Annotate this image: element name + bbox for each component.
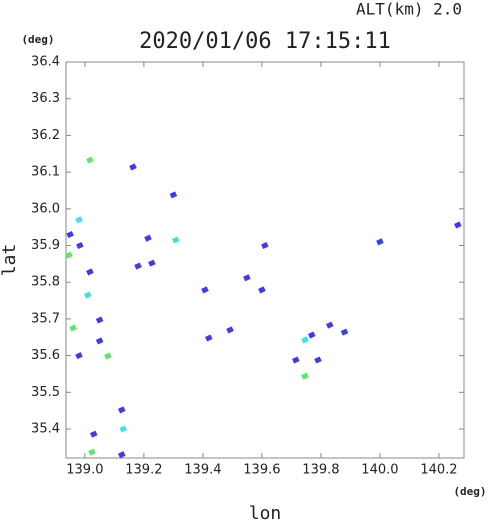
x-axis-label: lon xyxy=(249,503,282,521)
plot-frame xyxy=(65,61,465,459)
chart-subtitle: ALT(km) 2.0 xyxy=(356,0,462,19)
echo-cell xyxy=(134,262,142,270)
y-tick-label: 35.5 xyxy=(31,385,60,400)
chart-title: 2020/01/06 17:15:11 xyxy=(139,29,391,54)
y-tick-label: 35.9 xyxy=(31,238,60,253)
echo-cell xyxy=(314,356,322,364)
echo-cell xyxy=(66,230,74,239)
echo-cell xyxy=(89,430,98,438)
echo-cell xyxy=(148,259,156,267)
echo-cell xyxy=(95,316,104,324)
y-tick-label: 36.3 xyxy=(31,91,60,106)
echo-cell xyxy=(95,337,104,345)
echo-cell xyxy=(88,448,96,456)
echo-cell xyxy=(301,372,309,380)
echo-cell xyxy=(258,286,266,294)
echo-cell xyxy=(86,268,94,276)
echo-cell xyxy=(292,356,300,364)
y-tick-label: 36.4 xyxy=(31,55,60,70)
echo-cell xyxy=(104,352,112,360)
x-tick-label: 139.6 xyxy=(243,463,280,478)
echo-cell xyxy=(86,156,94,164)
y-tick-label: 35.7 xyxy=(31,311,60,326)
echo-cell xyxy=(76,241,84,250)
echo-cell xyxy=(75,352,83,360)
y-tick-label: 35.8 xyxy=(31,275,60,290)
echo-cell xyxy=(129,163,137,171)
echo-cell xyxy=(117,406,126,414)
echo-cell xyxy=(117,451,126,459)
y-tick-label: 36.1 xyxy=(31,165,60,180)
echo-cell xyxy=(84,291,92,299)
echo-cell xyxy=(75,216,83,224)
echo-cell xyxy=(226,326,234,334)
echo-cell xyxy=(144,234,152,242)
echo-cell xyxy=(454,221,462,229)
echo-cell xyxy=(201,286,209,294)
y-tick-label: 36.2 xyxy=(31,128,60,143)
x-unit: (deg) xyxy=(453,485,486,498)
x-tick-label: 139.4 xyxy=(184,463,221,478)
y-tick-label: 35.6 xyxy=(31,348,60,363)
x-tick-label: 139.2 xyxy=(125,463,162,478)
echo-cell xyxy=(205,334,213,342)
y-tick-label: 36.0 xyxy=(31,201,60,216)
echo-cell xyxy=(325,321,334,329)
x-tick-label: 140.2 xyxy=(420,463,457,478)
x-tick-label: 140.0 xyxy=(361,463,398,478)
echo-cell xyxy=(171,236,180,244)
echo-cell xyxy=(119,425,128,433)
y-axis-label: lat xyxy=(0,244,20,277)
echo-cell xyxy=(340,328,349,336)
echo-cell xyxy=(261,241,269,250)
echo-cell xyxy=(376,238,384,246)
x-tick-label: 139.8 xyxy=(302,463,339,478)
echo-cell xyxy=(307,331,316,339)
echo-cell xyxy=(65,251,73,259)
echo-cell xyxy=(169,191,178,199)
y-unit: (deg) xyxy=(21,33,54,46)
x-tick-label: 139.0 xyxy=(66,463,103,478)
echo-cell xyxy=(243,274,251,282)
echo-cell xyxy=(301,336,309,344)
echo-cell xyxy=(69,324,77,332)
y-tick-label: 35.4 xyxy=(31,422,60,437)
